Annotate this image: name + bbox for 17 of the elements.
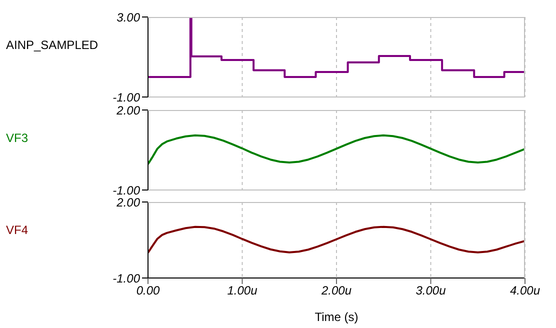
y-tick-label: -1.00 (112, 90, 140, 104)
x-tick-label: 3.00u (416, 284, 446, 298)
text: AINP_SAMPLED (6, 38, 98, 52)
x-tick-label: 2.00u (320, 284, 352, 298)
line-series (148, 226, 525, 254)
x-tick-label: 1.00u (227, 284, 258, 298)
text: VF4 (6, 223, 28, 237)
x-axis-title: Time (s) (314, 310, 358, 324)
y-tick-label: 3.00 (116, 10, 140, 24)
line-series (148, 134, 525, 166)
text: VF3 (6, 131, 28, 145)
x-tick-label: 4.00u (510, 284, 540, 298)
x-tick-label: 0.00 (136, 284, 160, 298)
y-tick-label: -1.00 (112, 183, 140, 198)
y-tick-label: 2.00 (116, 103, 140, 118)
y-tick-label: 2.00 (116, 195, 140, 210)
y-tick-label: -1.00 (112, 271, 140, 286)
